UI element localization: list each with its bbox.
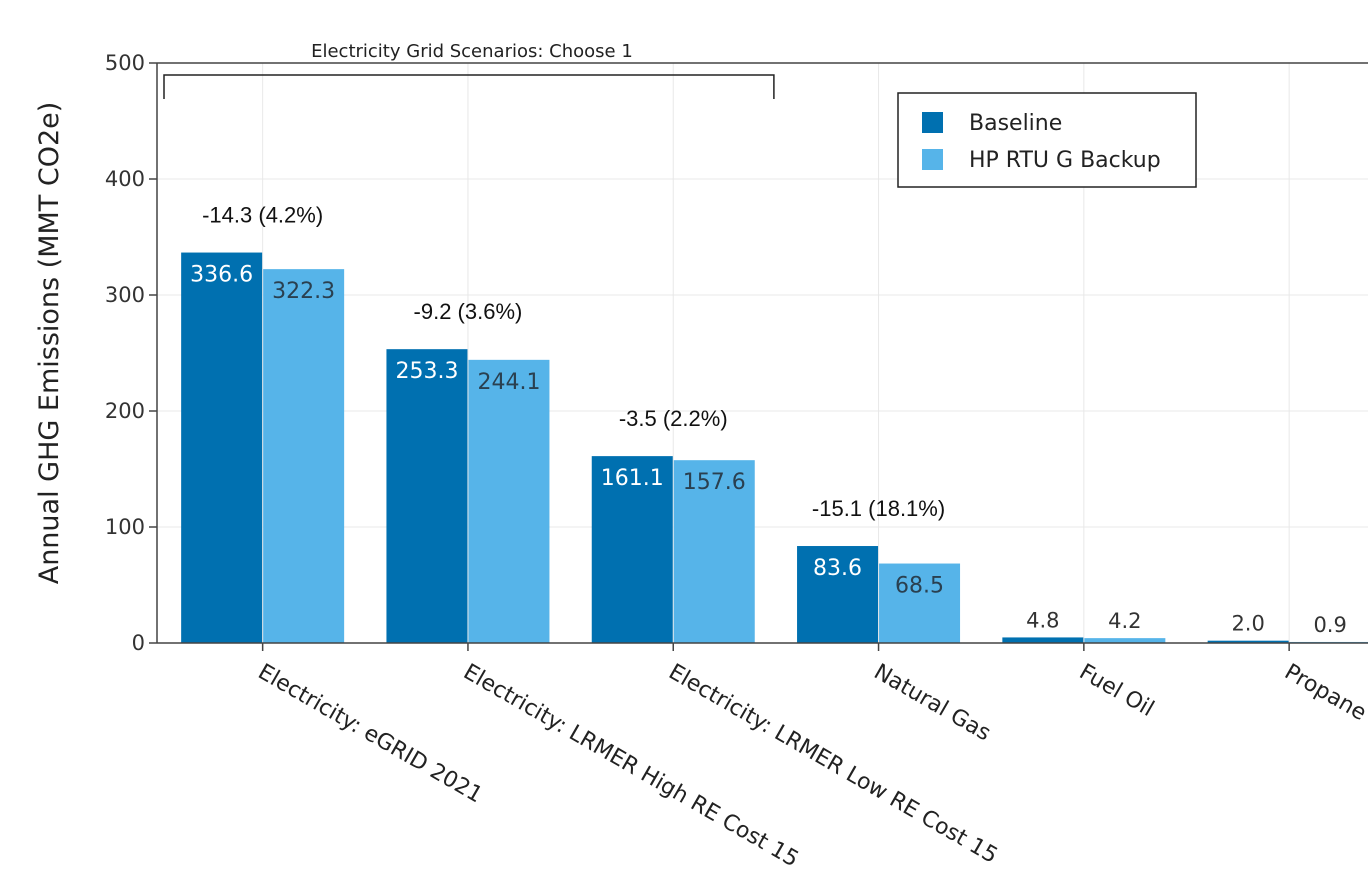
legend-entry: Baseline — [969, 111, 1062, 136]
difference-label: -9.2 (3.6%) — [414, 299, 523, 324]
data-label: 336.6 — [190, 263, 253, 288]
difference-label: -14.3 (4.2%) — [202, 203, 323, 228]
bar-baseline-4 — [1002, 637, 1084, 643]
bar-baseline-3 — [797, 546, 879, 643]
y-tick-label: 100 — [105, 515, 145, 539]
bracket-line — [163, 74, 775, 99]
bar-hp-rtu-2 — [673, 460, 755, 643]
legend-box — [897, 92, 1197, 188]
data-label: 0.9 — [1313, 613, 1346, 637]
y-tick-label: 500 — [105, 51, 145, 75]
data-label: 161.1 — [601, 466, 664, 491]
bar-hp-rtu-0 — [263, 269, 345, 643]
bar-hp-rtu-3 — [879, 563, 961, 643]
bracket-label: Electricity Grid Scenarios: Choose 1 — [311, 41, 633, 62]
y-tick-label: 0 — [132, 631, 145, 655]
data-label: 253.3 — [395, 359, 458, 384]
data-label: 83.6 — [813, 556, 862, 581]
bar-baseline-1 — [386, 349, 468, 643]
x-tick-label: Natural Gas — [870, 660, 995, 747]
y-tick-label: 300 — [105, 283, 145, 307]
bar-baseline-5 — [1207, 640, 1289, 643]
bracket-annotation: Electricity Grid Scenarios: Choose 1 — [163, 41, 775, 99]
x-tick-label: Electricity: LRMER Low RE Cost 15 — [664, 660, 1001, 869]
legend-entry: HP RTU G Backup — [969, 148, 1161, 173]
data-label: 4.8 — [1026, 608, 1059, 632]
y-axis-title: Annual GHG Emissions (MMT CO2e) — [34, 102, 65, 585]
difference-label: -3.5 (2.2%) — [619, 406, 728, 431]
x-tick-label: Fuel Oil — [1075, 660, 1158, 722]
data-label: 2.0 — [1231, 612, 1264, 636]
bar-baseline-0 — [181, 252, 263, 643]
y-tick-label: 400 — [105, 167, 145, 191]
x-tick-label: Electricity: eGRID 2021 — [254, 660, 487, 809]
data-label: 157.6 — [683, 470, 746, 495]
bar-baseline-2 — [591, 456, 673, 643]
labels: 336.6 322.3 -14.3 (4.2%) 253.3 244.1 -9.2 (3.… — [190, 203, 1347, 637]
data-label: 68.5 — [895, 574, 944, 599]
data-label: 4.2 — [1108, 609, 1141, 633]
legend-swatch — [922, 149, 943, 170]
x-tick-label: Propane — [1280, 660, 1368, 727]
legend: Baseline HP RTU G Backup — [897, 92, 1197, 188]
bar-hp-rtu-1 — [468, 359, 550, 643]
bar-hp-rtu-4 — [1084, 638, 1166, 643]
y-tick-label: 200 — [105, 399, 145, 423]
data-label: 322.3 — [272, 279, 335, 304]
difference-label: -15.1 (18.1%) — [812, 496, 945, 521]
data-label: 244.1 — [477, 370, 540, 395]
legend-swatch — [922, 112, 943, 133]
bars — [181, 252, 1368, 643]
x-tick-label: Electricity: LRMER High RE Cost 15 — [459, 660, 803, 869]
